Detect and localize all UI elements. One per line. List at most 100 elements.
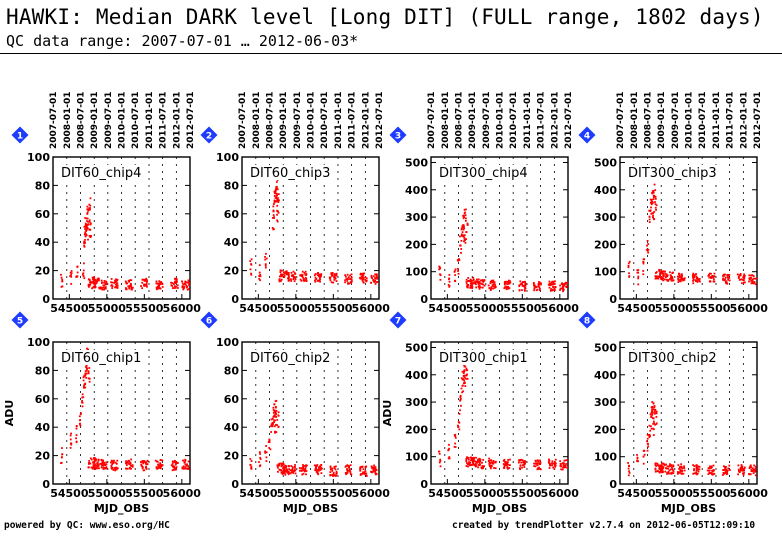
panel-label: DIT300_chip3 [628,166,717,181]
data-point [143,461,146,464]
data-point [116,286,119,289]
data-point [81,273,84,276]
data-point [94,457,96,460]
data-point [637,460,639,463]
data-point [466,222,469,225]
data-point [171,460,174,463]
data-point [97,458,100,461]
data-point [538,286,541,289]
data-point [75,425,78,428]
data-point [126,460,129,463]
data-point [175,466,178,469]
data-point [669,463,671,466]
data-point [329,473,332,476]
data-point [537,462,539,465]
data-point [283,471,285,474]
data-point [316,279,319,282]
data-point [128,460,131,463]
data-point [726,469,729,472]
data-point [115,283,118,286]
data-point [268,438,271,441]
data-point [552,466,555,469]
data-point [464,211,466,214]
data-point [723,469,726,471]
data-point [447,449,450,452]
data-point [362,274,364,277]
data-point [287,279,290,282]
data-point [70,443,73,446]
data-point [278,279,281,282]
data-point [742,468,744,470]
data-point [453,270,456,273]
data-point [159,283,162,285]
data-point [293,275,296,278]
data-point [648,424,651,427]
data-point [91,467,94,470]
data-point [278,275,281,278]
data-point [471,286,473,288]
data-point [711,473,714,476]
data-point [93,278,96,281]
data-point [692,278,695,281]
data-point [722,471,725,474]
top-date-label: 2008-01-01 [252,91,262,149]
data-point [670,279,673,282]
data-point [462,225,465,227]
data-point [471,287,473,290]
data-point [672,470,675,473]
data-point [287,473,290,476]
data-point [186,288,189,291]
data-point [477,278,480,281]
data-point [628,470,630,473]
data-point [657,464,660,467]
data-point [143,469,146,472]
data-point [100,281,103,284]
data-point [272,203,275,205]
x-tick-label: 55500 [503,302,542,315]
data-point [176,287,179,289]
data-point [314,276,317,279]
data-point [85,227,88,230]
data-point [320,468,323,470]
data-point [653,422,655,425]
data-point [654,409,657,411]
data-point [161,283,164,285]
data-point [698,468,701,471]
data-point [712,470,714,473]
data-point [316,472,319,475]
data-point [249,463,252,466]
data-point [159,462,162,465]
data-point [506,283,509,285]
data-point [102,461,105,464]
data-point [460,227,463,230]
data-point [469,464,472,466]
top-date-label: 2009-07-01 [671,91,681,149]
data-point [84,225,86,228]
data-point [652,402,655,405]
data-point [331,474,334,476]
data-point [520,458,523,461]
data-point [372,468,375,471]
data-point [314,468,317,470]
data-point [465,458,468,461]
data-point [677,464,680,467]
data-point [283,276,286,278]
data-point [173,460,175,463]
top-date-label: 2007-07-01 [616,91,626,149]
data-point [559,284,561,287]
data-point [549,284,552,287]
data-point [649,435,651,438]
panel-label-bg [627,165,720,180]
data-point [268,446,271,449]
data-point [647,251,650,254]
data-point [60,462,62,464]
data-point [709,280,712,283]
data-point [654,197,657,200]
data-point [464,385,467,387]
data-point [650,206,652,209]
data-point [99,462,102,465]
data-point [519,468,522,471]
x-tick-label: 56000 [163,302,202,315]
x-tick-label: 54500 [50,487,89,500]
data-point [335,274,338,277]
